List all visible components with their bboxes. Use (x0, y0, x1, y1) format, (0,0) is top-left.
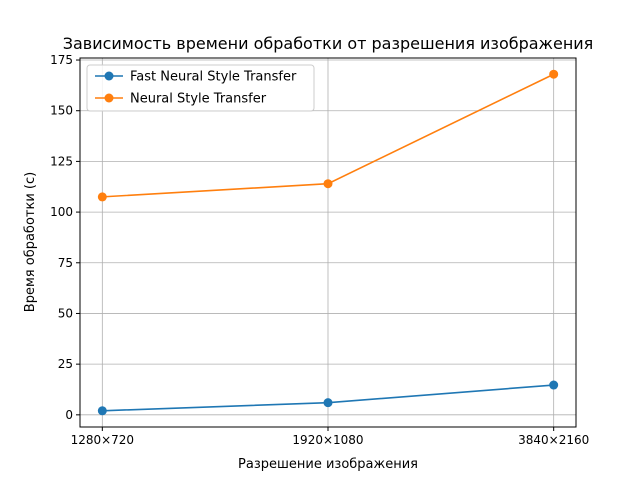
y-axis-label: Время обработки (с) (23, 172, 38, 312)
y-tick-label: 0 (65, 408, 73, 422)
x-tick-label: 1920×1080 (292, 433, 363, 447)
x-tick-label: 3840×2160 (518, 433, 589, 447)
chart-title: Зависимость времени обработки от разреше… (63, 34, 594, 53)
data-point (97, 192, 107, 202)
grid (80, 58, 576, 427)
y-tick-label: 25 (58, 357, 73, 371)
data-point (549, 380, 559, 390)
legend-label: Neural Style Transfer (130, 92, 267, 107)
x-axis-label: Разрешение изображения (238, 457, 418, 472)
y-tick-label: 75 (58, 256, 73, 270)
x-axis-ticks: 1280×720 1920×1080 3840×2160 (71, 427, 589, 447)
legend-marker (104, 93, 114, 103)
data-point (97, 406, 107, 416)
x-tick-label: 1280×720 (71, 433, 135, 447)
y-tick-label: 150 (50, 104, 73, 118)
data-point (323, 179, 333, 189)
data-point (323, 398, 333, 408)
legend-box (86, 64, 315, 112)
series-points (97, 69, 559, 416)
y-tick-label: 175 (50, 53, 73, 67)
y-tick-label: 100 (50, 205, 73, 219)
y-axis-ticks: 0 25 50 75 100 125 150 175 (50, 53, 80, 422)
y-tick-label: 125 (50, 154, 73, 168)
legend: Fast Neural Style Transfer Neural Style T… (86, 64, 315, 112)
y-tick-label: 50 (58, 306, 73, 320)
legend-label: Fast Neural Style Transfer (130, 70, 297, 85)
data-point (549, 69, 559, 79)
legend-marker (104, 71, 114, 81)
